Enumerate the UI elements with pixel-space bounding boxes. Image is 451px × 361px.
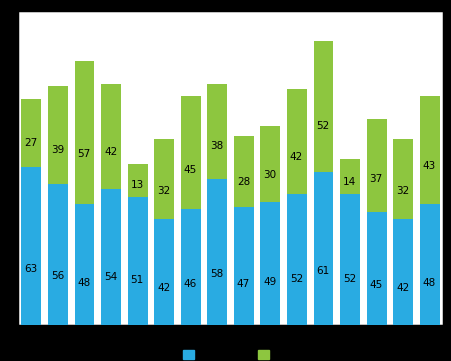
Bar bbox=[233, 136, 253, 207]
Bar bbox=[48, 184, 68, 325]
Bar bbox=[286, 194, 306, 325]
Text: 48: 48 bbox=[422, 278, 435, 288]
Text: 54: 54 bbox=[104, 273, 117, 282]
Bar bbox=[74, 61, 94, 204]
Bar bbox=[339, 194, 359, 325]
Text: 42: 42 bbox=[104, 147, 117, 157]
Text: 42: 42 bbox=[289, 152, 303, 162]
Bar bbox=[313, 41, 333, 171]
Text: 38: 38 bbox=[210, 141, 223, 151]
Text: 49: 49 bbox=[263, 277, 276, 287]
Bar bbox=[260, 202, 280, 325]
Bar bbox=[180, 209, 200, 325]
Text: 30: 30 bbox=[263, 170, 276, 180]
Text: 42: 42 bbox=[157, 283, 170, 293]
Text: 42: 42 bbox=[395, 283, 409, 293]
Bar bbox=[392, 139, 412, 219]
Bar bbox=[154, 139, 174, 219]
Bar bbox=[127, 197, 147, 325]
Text: 32: 32 bbox=[157, 186, 170, 196]
Text: 52: 52 bbox=[316, 121, 329, 131]
Bar bbox=[180, 96, 200, 209]
Bar bbox=[48, 86, 68, 184]
Text: 43: 43 bbox=[422, 161, 435, 171]
Text: 45: 45 bbox=[369, 280, 382, 290]
Bar bbox=[154, 219, 174, 325]
Bar bbox=[313, 171, 333, 325]
Bar bbox=[101, 84, 121, 189]
Bar bbox=[207, 179, 227, 325]
Text: 61: 61 bbox=[316, 266, 329, 276]
Text: 51: 51 bbox=[130, 275, 143, 285]
Bar bbox=[74, 204, 94, 325]
Text: 52: 52 bbox=[342, 274, 355, 284]
Bar bbox=[392, 219, 412, 325]
Bar bbox=[101, 189, 121, 325]
Bar bbox=[339, 159, 359, 194]
Text: 39: 39 bbox=[51, 145, 64, 155]
Text: 63: 63 bbox=[24, 265, 37, 274]
Text: 28: 28 bbox=[236, 177, 249, 187]
Bar bbox=[21, 99, 41, 167]
Bar bbox=[233, 207, 253, 325]
Bar bbox=[366, 212, 386, 325]
Bar bbox=[366, 119, 386, 212]
Text: 56: 56 bbox=[51, 271, 64, 280]
Text: 46: 46 bbox=[183, 279, 197, 290]
Bar bbox=[21, 167, 41, 325]
Text: 14: 14 bbox=[342, 177, 355, 187]
Bar bbox=[127, 164, 147, 197]
Bar bbox=[207, 84, 227, 179]
Bar bbox=[286, 89, 306, 194]
Text: 13: 13 bbox=[130, 180, 143, 190]
Bar bbox=[419, 204, 439, 325]
Bar bbox=[419, 96, 439, 204]
Text: 58: 58 bbox=[210, 269, 223, 279]
Text: 57: 57 bbox=[77, 149, 91, 159]
Text: 47: 47 bbox=[236, 279, 249, 288]
Text: 27: 27 bbox=[24, 138, 37, 148]
Legend: , : , bbox=[182, 350, 278, 360]
Text: 48: 48 bbox=[77, 278, 91, 288]
Text: 32: 32 bbox=[395, 186, 409, 196]
Text: 45: 45 bbox=[183, 165, 197, 175]
Text: 52: 52 bbox=[289, 274, 303, 284]
Text: 37: 37 bbox=[369, 174, 382, 184]
Bar bbox=[260, 126, 280, 202]
